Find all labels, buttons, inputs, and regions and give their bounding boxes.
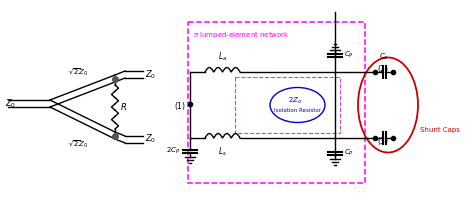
- Text: $\sqrt{2}Z_0$: $\sqrt{2}Z_0$: [68, 66, 88, 78]
- Bar: [235, 77, 340, 133]
- Text: $(2)$: $(2)$: [377, 63, 389, 75]
- Text: $Z_0$: $Z_0$: [5, 98, 16, 110]
- Text: $R$: $R$: [120, 102, 127, 113]
- Text: $(3)$: $(3)$: [377, 135, 389, 147]
- Text: $\pi$ lumped-element network: $\pi$ lumped-element network: [193, 30, 290, 40]
- Text: $Z_0$: $Z_0$: [145, 69, 156, 81]
- Text: $Z_0$: $Z_0$: [145, 133, 156, 145]
- Text: $2Z_o$: $2Z_o$: [289, 96, 302, 106]
- Text: $\sqrt{2}Z_0$: $\sqrt{2}Z_0$: [68, 138, 88, 150]
- Text: $C_P$: $C_P$: [344, 148, 354, 158]
- Text: $(1)$: $(1)$: [174, 100, 186, 112]
- Text: $C_o$: $C_o$: [379, 52, 389, 62]
- Text: Isolation Resistor: Isolation Resistor: [274, 109, 321, 114]
- Bar: [188, 22, 365, 183]
- Text: $C_P$: $C_P$: [344, 50, 354, 60]
- Text: Shunt Caps: Shunt Caps: [420, 127, 460, 133]
- Text: $L_s$: $L_s$: [218, 145, 227, 157]
- Text: $L_a$: $L_a$: [218, 51, 227, 63]
- Text: $2C_P$: $2C_P$: [166, 146, 180, 156]
